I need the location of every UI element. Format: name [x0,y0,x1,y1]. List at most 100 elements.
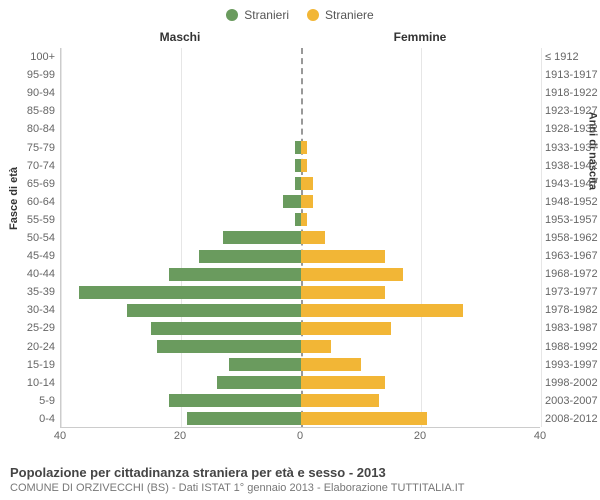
age-row [61,175,541,193]
bar-female [301,286,385,299]
age-row [61,392,541,410]
age-row [61,229,541,247]
bar-male [151,322,301,335]
gridline [541,48,542,427]
y-label-birth: 1993-1997 [545,359,600,371]
legend-swatch-female [307,9,319,21]
bar-female [301,141,307,154]
plot-area [60,48,540,428]
age-row [61,84,541,102]
chart-subtitle: COMUNE DI ORZIVECCHI (BS) - Dati ISTAT 1… [10,482,590,494]
y-label-birth: ≤ 1912 [545,51,600,63]
y-label-birth: 2003-2007 [545,395,600,407]
y-label-birth: 1958-1962 [545,232,600,244]
bar-female [301,195,313,208]
age-row [61,338,541,356]
bar-male [223,231,301,244]
y-label-age: 85-89 [5,105,55,117]
y-label-age: 90-94 [5,87,55,99]
bar-female [301,358,361,371]
bar-male [199,250,301,263]
y-label-age: 75-79 [5,142,55,154]
y-label-age: 65-69 [5,178,55,190]
y-label-birth: 1948-1952 [545,196,600,208]
column-label-female: Femmine [300,30,540,44]
y-label-age: 0-4 [5,413,55,425]
bar-male [127,304,301,317]
y-label-age: 55-59 [5,214,55,226]
age-row [61,66,541,84]
y-label-age: 100+ [5,51,55,63]
y-label-age: 40-44 [5,268,55,280]
chart-title: Popolazione per cittadinanza straniera p… [10,465,590,480]
bar-female [301,340,331,353]
age-row [61,301,541,319]
age-row [61,157,541,175]
bar-male [187,412,301,425]
y-label-age: 30-34 [5,304,55,316]
age-row [61,120,541,138]
y-label-age: 70-74 [5,160,55,172]
x-tick-label: 0 [285,430,315,442]
bar-female [301,268,403,281]
y-label-birth: 1933-1937 [545,142,600,154]
bar-male [169,268,301,281]
y-label-birth: 1983-1987 [545,322,600,334]
age-row [61,319,541,337]
age-row [61,48,541,66]
column-label-male: Maschi [60,30,300,44]
y-label-birth: 1968-1972 [545,268,600,280]
y-label-birth: 1988-1992 [545,341,600,353]
age-row [61,247,541,265]
bar-female [301,304,463,317]
bar-female [301,412,427,425]
legend-item-female: Straniere [307,8,374,22]
chart-footer: Popolazione per cittadinanza straniera p… [10,465,590,494]
y-label-birth: 1998-2002 [545,377,600,389]
age-row [61,211,541,229]
bar-female [301,177,313,190]
age-row [61,374,541,392]
x-tick-label: 40 [45,430,75,442]
y-label-birth: 1978-1982 [545,304,600,316]
y-label-age: 60-64 [5,196,55,208]
x-tick-label: 40 [525,430,555,442]
y-label-birth: 1918-1922 [545,87,600,99]
y-label-age: 25-29 [5,322,55,334]
y-label-age: 15-19 [5,359,55,371]
y-label-age: 45-49 [5,250,55,262]
y-label-birth: 1938-1942 [545,160,600,172]
bar-male [157,340,301,353]
bar-male [169,394,301,407]
bar-female [301,322,391,335]
y-label-age: 35-39 [5,286,55,298]
bar-female [301,231,325,244]
bar-female [301,213,307,226]
bar-female [301,250,385,263]
y-label-birth: 2008-2012 [545,413,600,425]
x-tick-label: 20 [405,430,435,442]
bar-female [301,376,385,389]
y-label-age: 95-99 [5,69,55,81]
bar-male [283,195,301,208]
age-row [61,283,541,301]
legend-item-male: Stranieri [226,8,289,22]
legend-swatch-male [226,9,238,21]
legend: Stranieri Straniere [0,0,600,22]
age-row [61,356,541,374]
age-row [61,410,541,428]
bar-female [301,394,379,407]
y-label-age: 80-84 [5,123,55,135]
y-label-birth: 1928-1932 [545,123,600,135]
y-label-age: 50-54 [5,232,55,244]
age-row [61,102,541,120]
bar-male [217,376,301,389]
x-tick-label: 20 [165,430,195,442]
age-row [61,138,541,156]
age-row [61,265,541,283]
y-label-birth: 1963-1967 [545,250,600,262]
y-label-birth: 1973-1977 [545,286,600,298]
y-label-age: 20-24 [5,341,55,353]
legend-label-male: Stranieri [244,8,289,22]
y-label-birth: 1923-1927 [545,105,600,117]
